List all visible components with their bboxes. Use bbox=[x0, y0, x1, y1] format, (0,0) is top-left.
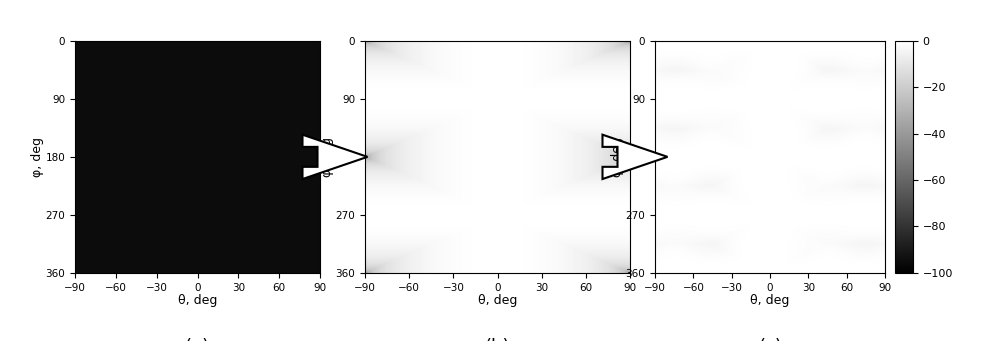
X-axis label: θ, deg: θ, deg bbox=[478, 294, 517, 307]
Y-axis label: φ, deg: φ, deg bbox=[31, 137, 44, 177]
Text: (b): (b) bbox=[485, 338, 510, 341]
Y-axis label: φ, deg: φ, deg bbox=[611, 137, 624, 177]
Text: (a): (a) bbox=[185, 338, 210, 341]
X-axis label: θ, deg: θ, deg bbox=[750, 294, 790, 307]
Y-axis label: φ, deg: φ, deg bbox=[321, 137, 334, 177]
X-axis label: θ, deg: θ, deg bbox=[178, 294, 217, 307]
Text: (c): (c) bbox=[758, 338, 782, 341]
